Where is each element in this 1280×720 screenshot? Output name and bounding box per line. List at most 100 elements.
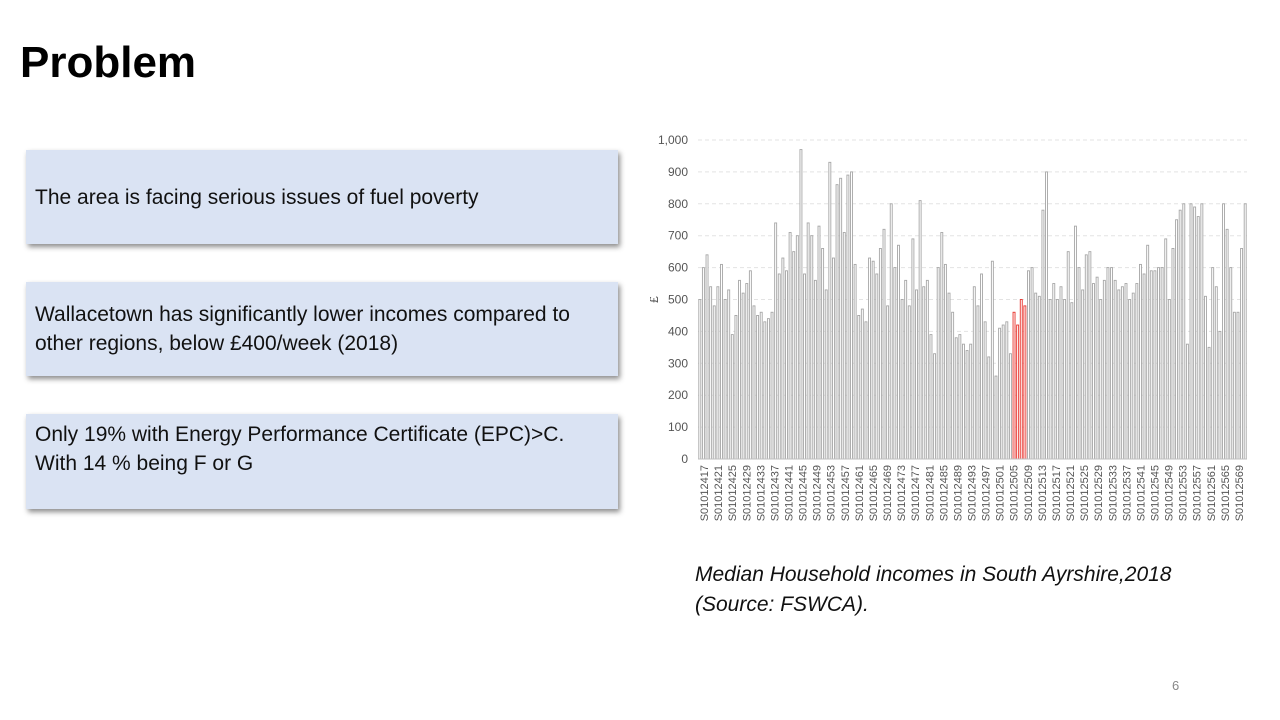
bar <box>1099 299 1103 460</box>
bar <box>897 244 900 460</box>
page-number: 6 <box>1172 678 1180 693</box>
bar <box>1193 206 1197 460</box>
x-tick-label: S01012497 <box>981 465 993 521</box>
bar <box>1232 311 1236 460</box>
bar <box>1095 276 1099 460</box>
x-tick-label: S01012421 <box>713 465 725 521</box>
bar <box>803 273 806 460</box>
bar <box>853 263 857 460</box>
x-tick-label: S01012525 <box>1079 465 1091 521</box>
point-lower-incomes-text: Wallacetown has significantly lower inco… <box>35 303 570 355</box>
bar <box>900 299 904 460</box>
bar <box>810 235 814 460</box>
x-tick-label: S01012441 <box>784 465 796 521</box>
bar <box>850 171 853 460</box>
bar <box>1225 228 1229 460</box>
bar <box>1240 248 1244 460</box>
bar <box>763 321 767 460</box>
x-tick-label: S01012565 <box>1220 465 1232 521</box>
bar <box>738 279 741 460</box>
bar <box>781 257 785 460</box>
y-tick-label: 200 <box>668 388 688 402</box>
bar <box>987 356 991 460</box>
bar <box>962 343 965 460</box>
x-tick-label: S01012485 <box>938 465 950 521</box>
bar <box>1218 330 1222 460</box>
x-tick-label: S01012509 <box>1023 465 1035 521</box>
bar <box>1171 248 1175 460</box>
y-tick-label: 600 <box>668 261 688 275</box>
x-tick-label: S01012533 <box>1107 465 1119 521</box>
x-tick-label: S01012465 <box>868 465 880 521</box>
bar <box>824 289 828 460</box>
y-tick-label: 800 <box>668 197 688 211</box>
x-tick-label: S01012457 <box>840 465 852 521</box>
point-fuel-poverty-text: The area is facing serious issues of fue… <box>35 185 479 209</box>
bar <box>730 334 734 460</box>
bar <box>1164 238 1168 460</box>
bar <box>933 353 937 460</box>
bar <box>1149 270 1153 460</box>
bar <box>864 321 868 460</box>
x-tick-label: S01012557 <box>1192 465 1204 521</box>
bar <box>1034 292 1038 460</box>
bar <box>806 222 810 460</box>
bar <box>748 270 752 460</box>
bar <box>1211 267 1215 460</box>
y-tick-label: 400 <box>668 324 688 338</box>
bar <box>817 225 821 460</box>
chart-caption: Median Household incomes in South Ayrshi… <box>695 563 1172 616</box>
bar <box>734 314 738 460</box>
bar <box>1243 203 1247 460</box>
y-tick-label: 300 <box>668 356 688 370</box>
bar <box>1157 267 1160 460</box>
bar <box>1110 267 1113 460</box>
bar-highlight <box>1019 299 1023 460</box>
bar <box>922 286 926 460</box>
bar <box>1037 295 1041 460</box>
bar <box>943 263 947 460</box>
x-tick-label: S01012537 <box>1121 465 1133 521</box>
chart-svg: 0 100 200 300 400 500 600 700 800 900 1,000 £ S01012… <box>650 133 1247 521</box>
x-tick-label: S01012469 <box>882 465 894 521</box>
bar <box>759 311 763 460</box>
bar <box>965 350 969 460</box>
bar <box>821 248 825 460</box>
bar <box>1084 254 1088 460</box>
bar <box>705 254 709 460</box>
bar <box>828 161 832 460</box>
x-tick-label: S01012553 <box>1178 465 1190 521</box>
x-tick-label: S01012521 <box>1065 465 1077 521</box>
income-bar-chart: 0 100 200 300 400 500 600 700 800 900 1,000 £ S01012… <box>650 128 1260 548</box>
bar-highlight <box>1016 324 1020 460</box>
bar <box>1077 267 1081 460</box>
x-tick-label: S01012489 <box>952 465 964 521</box>
bar <box>835 184 839 460</box>
bar <box>857 314 861 460</box>
y-axis-label: £ <box>650 296 661 303</box>
bar <box>770 311 774 460</box>
x-tick-label: S01012449 <box>812 465 824 521</box>
bar <box>1106 267 1110 460</box>
bar <box>1139 263 1142 460</box>
bar <box>871 260 875 460</box>
bar <box>925 279 929 460</box>
bar <box>698 299 702 460</box>
bar <box>1160 267 1164 460</box>
bar <box>947 292 951 460</box>
bar <box>1088 251 1092 460</box>
bar <box>990 260 994 460</box>
bar <box>1124 283 1128 460</box>
bar <box>958 334 962 460</box>
bar <box>1207 346 1211 460</box>
bar <box>788 232 792 460</box>
bar <box>846 174 850 460</box>
x-tick-label: S01012473 <box>896 465 908 521</box>
x-tick-label: S01012549 <box>1164 465 1176 521</box>
bar <box>1073 225 1077 460</box>
bar <box>915 289 918 460</box>
y-tick-label: 1,000 <box>658 133 688 147</box>
y-tick-label: 100 <box>668 420 688 434</box>
x-tick-label: S01012477 <box>910 465 922 521</box>
bar <box>774 222 778 460</box>
